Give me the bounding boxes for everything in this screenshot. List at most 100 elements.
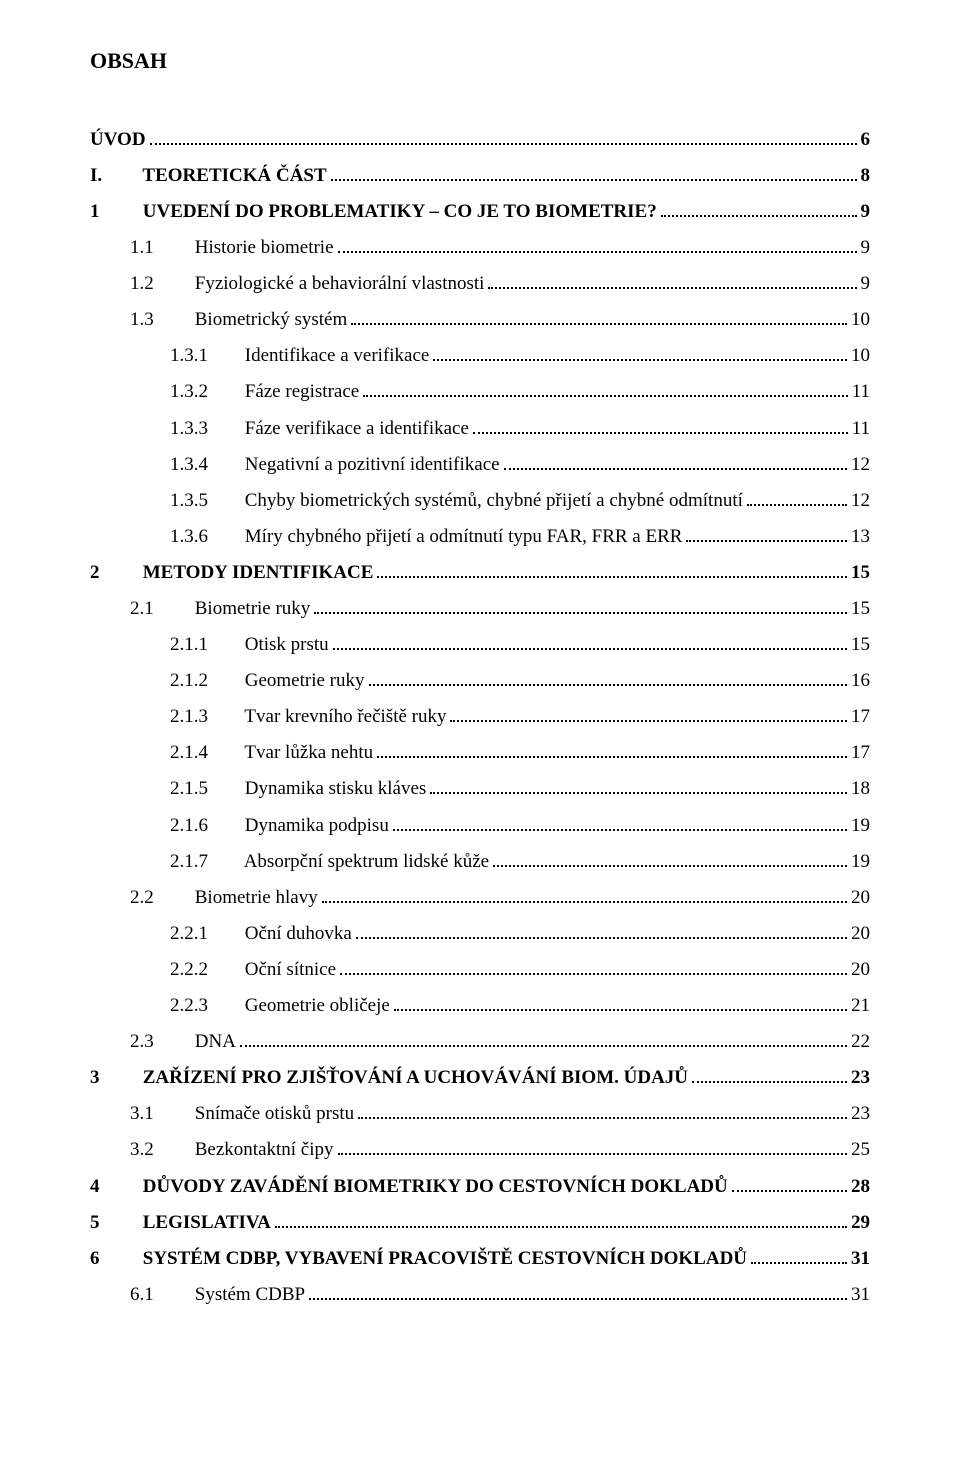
toc-leader <box>340 956 847 975</box>
toc-row: 1.3.1 Identifikace a verifikace 10 <box>90 338 870 374</box>
toc-number: 1 <box>90 194 138 230</box>
toc-row: 5 LEGISLATIVA29 <box>90 1205 870 1241</box>
toc-label: 1.3.1 Identifikace a verifikace <box>170 338 429 374</box>
toc-page-number: 15 <box>851 555 870 591</box>
toc-leader <box>504 451 847 470</box>
toc-page-number: 25 <box>851 1132 870 1168</box>
toc-text: Fáze verifikace a identifikace <box>245 418 469 439</box>
toc-number: 2.3 <box>130 1024 190 1060</box>
toc-page-number: 13 <box>851 519 870 555</box>
toc-page-number: 6 <box>861 122 871 158</box>
toc-page-number: 12 <box>851 483 870 519</box>
toc-leader <box>333 631 847 650</box>
toc-leader <box>377 739 847 758</box>
toc-leader <box>314 595 847 614</box>
toc-text: Absorpční spektrum lidské kůže <box>244 851 489 872</box>
toc-label: 2 METODY IDENTIFIKACE <box>90 555 373 591</box>
toc-page-number: 19 <box>851 844 870 880</box>
toc-label: 2.2.2 Oční sítnice <box>170 952 336 988</box>
toc-row: 2.1.2 Geometrie ruky 16 <box>90 663 870 699</box>
toc-leader <box>338 234 857 253</box>
toc-number: 2 <box>90 555 138 591</box>
toc-row: 1.3.4 Negativní a pozitivní identifikace… <box>90 447 870 483</box>
toc-text: SYSTÉM CDBP, VYBAVENÍ PRACOVIŠTĚ CESTOVN… <box>143 1248 747 1269</box>
toc-leader <box>433 342 847 361</box>
toc-row: 1.3.6 Míry chybného přijetí a odmítnutí … <box>90 519 870 555</box>
toc-row: 2.2.1 Oční duhovka20 <box>90 916 870 952</box>
toc-page-number: 15 <box>851 591 870 627</box>
toc-row: 2.1.4 Tvar lůžka nehtu17 <box>90 735 870 771</box>
toc-leader <box>240 1028 847 1047</box>
toc-text: Geometrie obličeje <box>245 995 390 1016</box>
toc-number: 2.1 <box>130 591 190 627</box>
toc-number: 2.2.2 <box>170 952 240 988</box>
toc-page-number: 20 <box>851 952 870 988</box>
toc-page-number: 10 <box>851 338 870 374</box>
toc-number: 1.3.1 <box>170 338 240 374</box>
toc-row: 1 UVEDENÍ DO PROBLEMATIKY – CO JE TO BIO… <box>90 194 870 230</box>
toc-text: Tvar lůžka nehtu <box>244 742 373 763</box>
toc-label: 6 SYSTÉM CDBP, VYBAVENÍ PRACOVIŠTĚ CESTO… <box>90 1241 747 1277</box>
toc-text: Fyziologické a behaviorální vlastnosti <box>195 273 485 294</box>
toc-page-number: 17 <box>851 735 870 771</box>
toc-page-number: 31 <box>851 1277 870 1313</box>
toc-label: I. TEORETICKÁ ČÁST <box>90 158 327 194</box>
toc-text: DŮVODY ZAVÁDĚNÍ BIOMETRIKY DO CESTOVNÍCH… <box>143 1176 728 1197</box>
toc-number: 6.1 <box>130 1277 190 1313</box>
toc-row: 2.3 DNA22 <box>90 1024 870 1060</box>
toc-leader <box>369 667 847 686</box>
toc-page-number: 18 <box>851 771 870 807</box>
toc-row: 2.1.1 Otisk prstu15 <box>90 627 870 663</box>
toc-text: Biometrie ruky <box>195 598 311 619</box>
toc-row: 2.1.5 Dynamika stisku kláves 18 <box>90 771 870 807</box>
toc-label: 2.1.7 Absorpční spektrum lidské kůže <box>170 844 489 880</box>
toc-number: I. <box>90 158 138 194</box>
toc-number: 2.1.2 <box>170 663 240 699</box>
toc-number: 2.1.5 <box>170 771 240 807</box>
toc-number: 1.3.6 <box>170 519 240 555</box>
toc-text: Dynamika podpisu <box>245 815 389 836</box>
toc-number: 3.1 <box>130 1096 190 1132</box>
toc-label: 1.3.5 Chyby biometrických systémů, chybn… <box>170 483 743 519</box>
toc-leader <box>473 414 848 433</box>
toc-label: 2.1 Biometrie ruky <box>130 591 310 627</box>
toc-page-number: 23 <box>851 1096 870 1132</box>
toc-label: 6.1 Systém CDBP <box>130 1277 305 1313</box>
toc-text: Chyby biometrických systémů, chybné přij… <box>245 490 743 511</box>
toc-page-number: 9 <box>861 266 871 302</box>
toc-number: 1.3.4 <box>170 447 240 483</box>
toc-row: 1.3.2 Fáze registrace11 <box>90 374 870 410</box>
toc-leader <box>351 306 847 325</box>
toc-page-number: 23 <box>851 1060 870 1096</box>
toc-number: 3.2 <box>130 1132 190 1168</box>
toc-number: 2.2.1 <box>170 916 240 952</box>
toc-row: ÚVOD6 <box>90 122 870 158</box>
toc-number: 5 <box>90 1205 138 1241</box>
toc-leader <box>358 1100 847 1119</box>
toc-leader <box>692 1064 847 1083</box>
toc-label: 3.1 Snímače otisků prstu <box>130 1096 354 1132</box>
toc-page-number: 11 <box>852 411 870 447</box>
toc-row: 2.1.6 Dynamika podpisu19 <box>90 808 870 844</box>
toc-text: ZAŘÍZENÍ PRO ZJIŠŤOVÁNÍ A UCHOVÁVÁNÍ BIO… <box>143 1067 688 1088</box>
toc-number: 1.3.2 <box>170 374 240 410</box>
toc-text: Dynamika stisku kláves <box>245 778 427 799</box>
toc-page-number: 16 <box>851 663 870 699</box>
toc-leader <box>356 920 847 939</box>
toc-leader <box>309 1281 847 1300</box>
toc-number: 4 <box>90 1169 138 1205</box>
toc-page-number: 12 <box>851 447 870 483</box>
toc-page-number: 15 <box>851 627 870 663</box>
toc-label: 2.1.5 Dynamika stisku kláves <box>170 771 426 807</box>
toc-label: 2.2.3 Geometrie obličeje <box>170 988 390 1024</box>
toc-row: 6 SYSTÉM CDBP, VYBAVENÍ PRACOVIŠTĚ CESTO… <box>90 1241 870 1277</box>
toc-label: 4 DŮVODY ZAVÁDĚNÍ BIOMETRIKY DO CESTOVNÍ… <box>90 1169 728 1205</box>
toc-number: 1.3.5 <box>170 483 240 519</box>
toc-leader <box>430 775 847 794</box>
toc-page-number: 9 <box>861 194 871 230</box>
toc-text: Míry chybného přijetí a odmítnutí typu F… <box>245 526 683 547</box>
toc-page-number: 20 <box>851 916 870 952</box>
toc-text: Biometrie hlavy <box>195 887 318 908</box>
toc-label: 2.1.2 Geometrie ruky <box>170 663 365 699</box>
toc-text: Bezkontaktní čipy <box>195 1139 334 1160</box>
